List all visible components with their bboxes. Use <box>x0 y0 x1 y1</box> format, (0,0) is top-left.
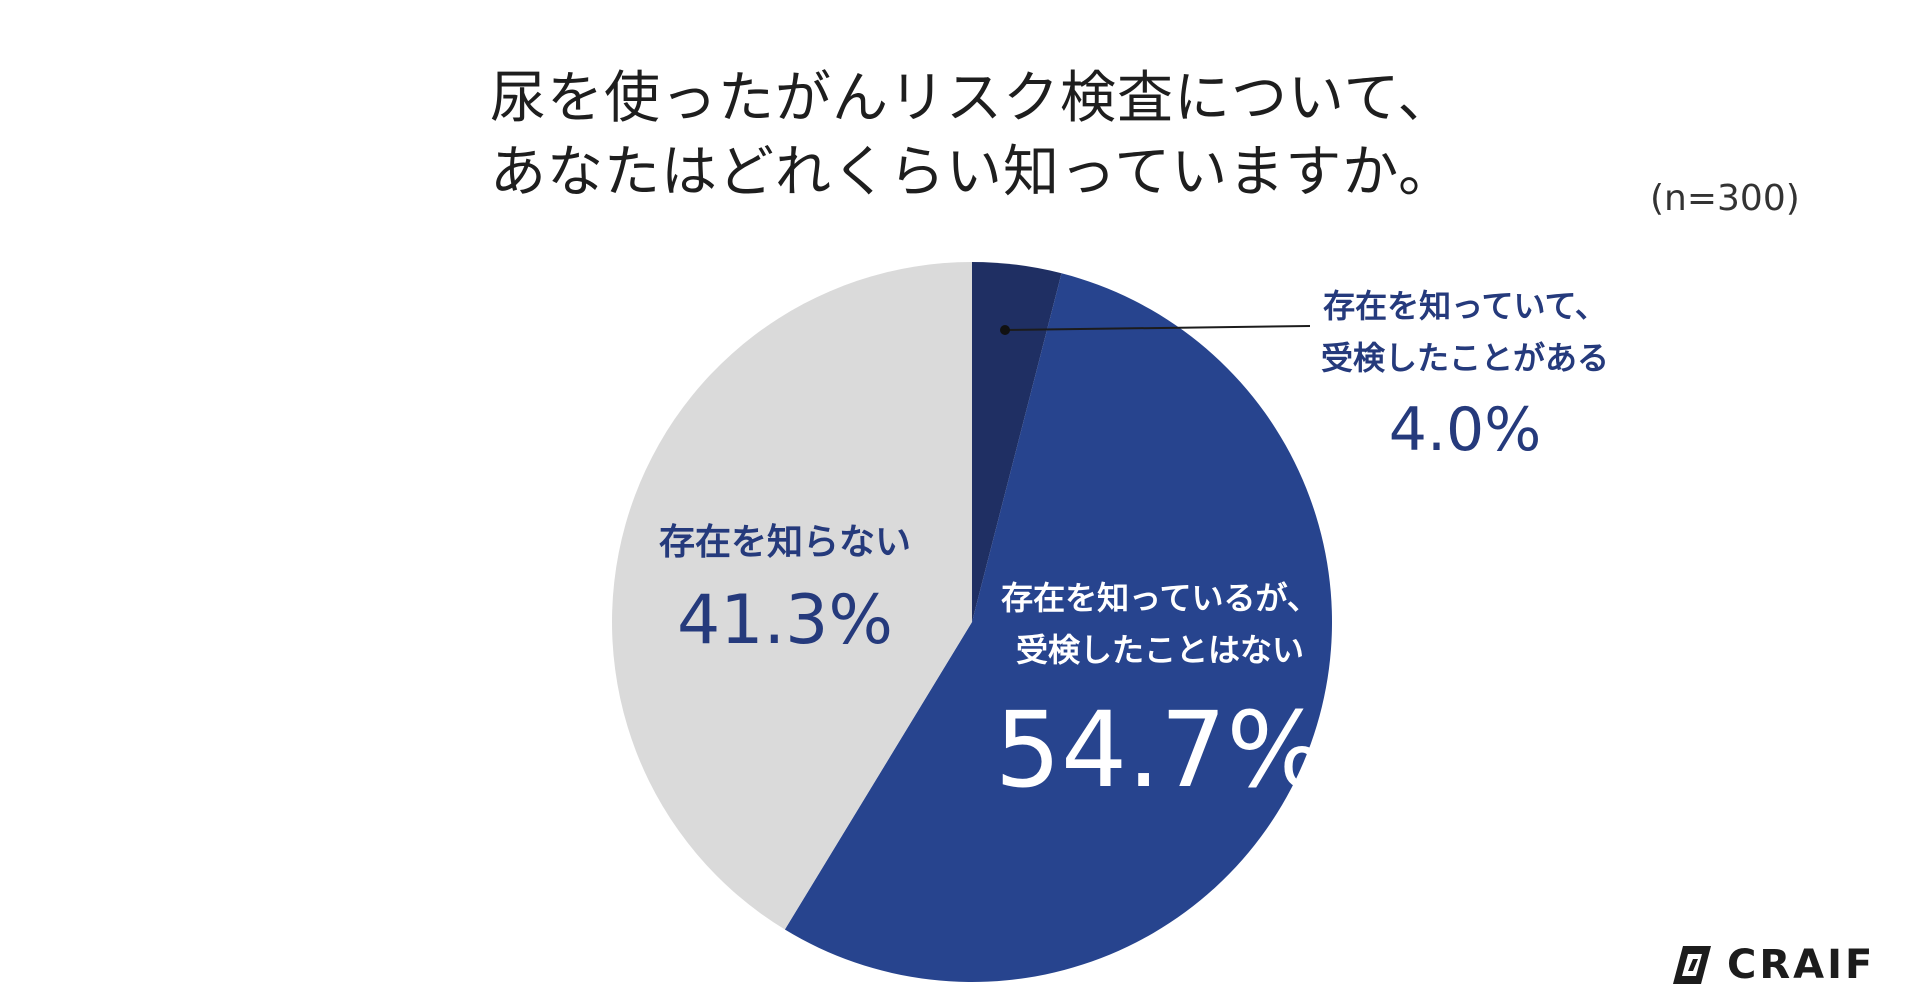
slice-label-unaware: 存在を知らない 41.3% <box>610 515 960 665</box>
slice-label-text: 存在を知っているが、 <box>1001 579 1319 617</box>
slice-value-label: 41.3% <box>676 581 894 660</box>
slice-value-label: 4.0% <box>1388 395 1542 465</box>
slice-value-label: 54.7% <box>994 689 1326 811</box>
brand-logo: CRAIF <box>1671 942 1875 988</box>
pie-slice-unaware <box>612 262 972 930</box>
slice-label-text: 存在を知らない <box>658 522 911 563</box>
craif-logo-icon <box>1673 946 1711 984</box>
pie-slice-aware-untested <box>784 273 1333 983</box>
slice-label-aware-tested: 存在を知っていて、 受検したことがある 4.0% <box>1275 280 1655 470</box>
title-line-2: あなたはどれくらい知っていますか。 <box>490 140 1456 205</box>
leader-line <box>1004 325 1311 331</box>
leader-dot <box>1000 325 1010 335</box>
title-line-1: 尿を使ったがんリスク検査について、 <box>490 66 1455 131</box>
pie-slice-aware-tested <box>972 262 1062 622</box>
brand-name: CRAIF <box>1727 942 1876 988</box>
sample-size: (n=300) <box>1650 178 1800 219</box>
slice-label-text: 受検したことがある <box>1320 339 1609 377</box>
slice-label-aware-untested: 存在を知っているが、 受検したことはない 54.7% <box>960 572 1360 812</box>
slice-label-text: 受検したことはない <box>1015 631 1304 669</box>
chart-title: 尿を使ったがんリスク検査について、 あなたはどれくらい知っていますか。 <box>490 62 1456 210</box>
slice-label-text: 存在を知っていて、 <box>1323 287 1607 325</box>
